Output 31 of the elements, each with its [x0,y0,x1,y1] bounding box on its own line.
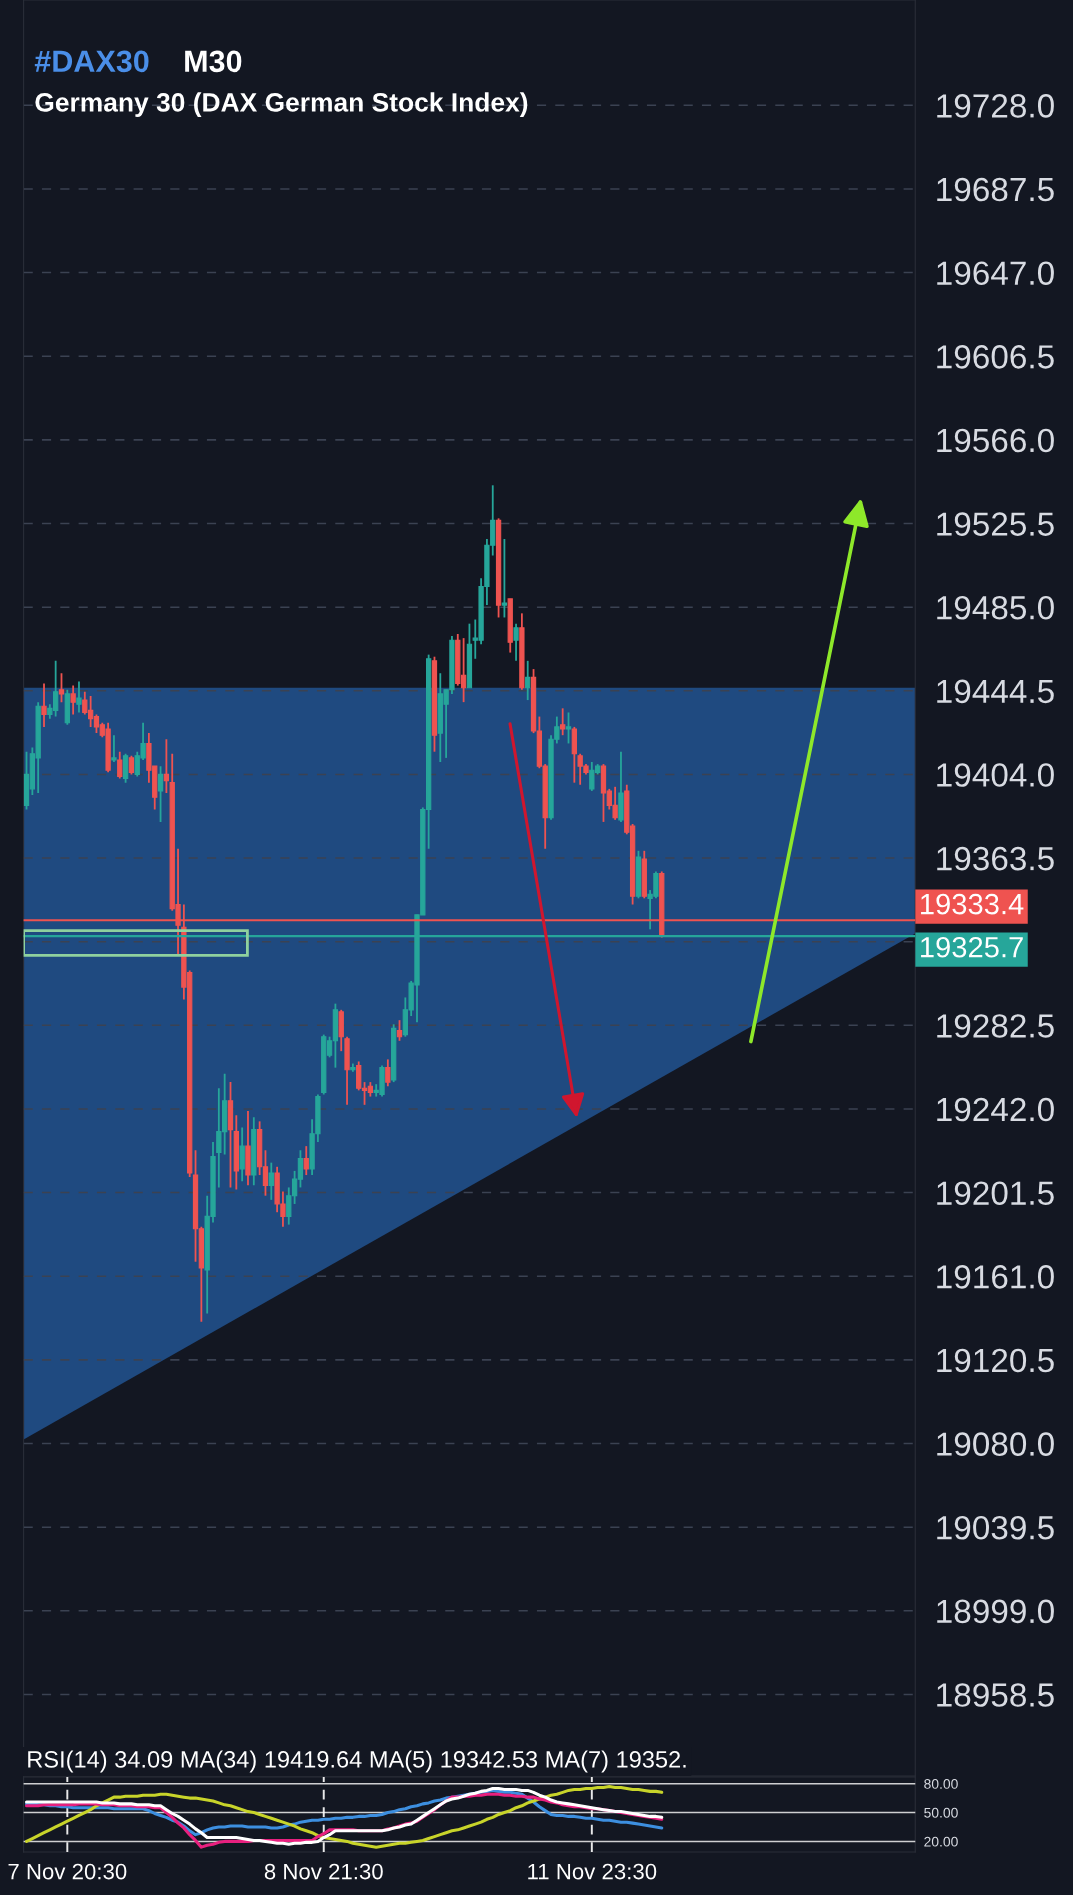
y-tick-label: 19687.5 [937,177,1054,202]
y-tick-label: 19080.0 [937,1432,1054,1456]
ref-line-label: 19325.7 [921,936,1023,958]
y-tick-label: 18958.5 [937,1683,1054,1707]
y-tick-label: 19485.0 [937,595,1054,620]
y-tick-label: 80.00 [924,1779,958,1789]
y-tick-label: 19606.5 [937,345,1054,369]
y-tick-label: 19282.5 [937,1014,1054,1038]
y-tick-label: 19525.5 [937,512,1054,536]
text: Germany 30 (DAX German Stock Index) [35,92,528,117]
x-tick-label: 8 Nov 21:30 [264,1863,383,1880]
annotation: RSI(14) 34.09 MA(34) 19419.64 MA(5) 19342.53 MA(7) 19352. [28,1750,686,1773]
y-tick-label: 20.00 [924,1836,958,1847]
y-tick-label: 50.00 [924,1807,958,1818]
y-tick-label: 19728.0 [937,94,1054,118]
text: #DAX30 [34,50,149,73]
x-tick-label: 7 Nov 20:30 [8,1863,127,1880]
annotation: M30 [185,50,242,73]
y-tick-label: 19647.0 [937,261,1054,285]
y-tick-label: 19120.5 [937,1348,1054,1373]
ref-line-label: 19333.4 [921,893,1024,915]
y-tick-label: 19039.5 [937,1515,1054,1540]
y-tick-label: 19404.0 [937,763,1054,787]
y-tick-label: 19161.0 [937,1265,1054,1289]
y-tick-label: 19363.5 [937,846,1054,871]
x-tick-label: 11 Nov 23:30 [528,1863,657,1880]
y-tick-label: 19444.5 [937,679,1054,704]
y-tick-label: 18999.0 [937,1599,1054,1624]
y-tick-label: 19242.0 [937,1097,1054,1122]
y-tick-label: 19566.0 [937,428,1054,453]
y-tick-label: 19201.5 [937,1181,1054,1206]
